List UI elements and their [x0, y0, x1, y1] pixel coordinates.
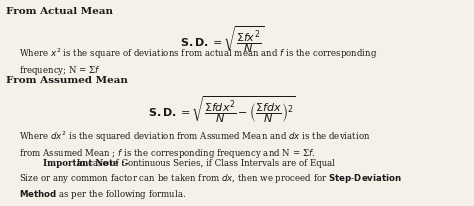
Text: Where $dx^2$ is the squared deviation from Assumed Mean and $dx$ is the deviatio: Where $dx^2$ is the squared deviation fr…	[19, 129, 371, 159]
Text: Important Note :-: Important Note :-	[19, 158, 128, 167]
Text: Where $x^2$ is the square of deviations from actual mean and $f$ is the correspo: Where $x^2$ is the square of deviations …	[19, 46, 377, 77]
Text: $\mathbf{S.D.} = \sqrt{\dfrac{\Sigma fdx^2}{N} - \left(\dfrac{\Sigma fdx}{N}\rig: $\mathbf{S.D.} = \sqrt{\dfrac{\Sigma fdx…	[148, 94, 296, 125]
Text: From Actual Mean: From Actual Mean	[6, 7, 113, 16]
Text: In case of Continuous Series, if Class Intervals are of Equal
Size or any common: In case of Continuous Series, if Class I…	[19, 158, 402, 200]
Text: From Assumed Mean: From Assumed Mean	[6, 76, 128, 85]
Text: $\mathbf{S.D.} = \sqrt{\dfrac{\Sigma fx^2}{N}}$: $\mathbf{S.D.} = \sqrt{\dfrac{\Sigma fx^…	[180, 25, 264, 56]
